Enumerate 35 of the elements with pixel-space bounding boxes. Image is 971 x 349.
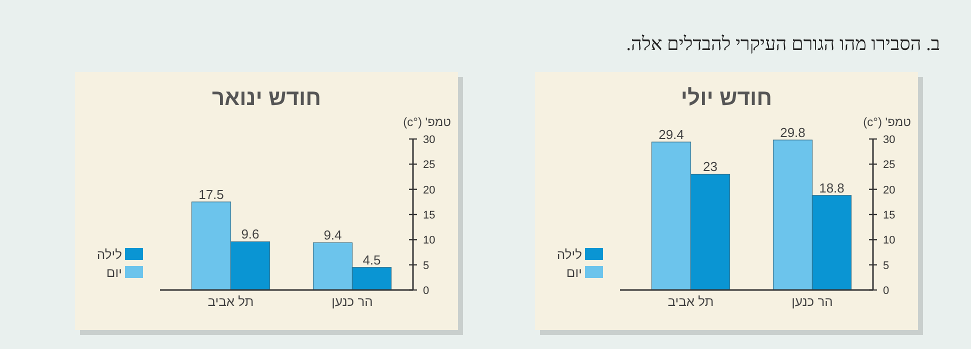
legend-label: יום	[566, 265, 582, 280]
text: ב. הסבירו מהו הגורם העיקרי להבדלים אלה.	[626, 34, 940, 55]
data-label: 17.5	[198, 186, 224, 202]
legend-label: יום	[106, 265, 122, 280]
legend-label: לילה	[96, 247, 122, 262]
y-tick-label: 30	[423, 134, 436, 146]
x-tick-label: תל אביב	[208, 294, 254, 309]
y-tick-label: 20	[883, 184, 896, 196]
x-tick-label: הר כנען	[792, 294, 833, 309]
y-tick-label: 15	[423, 210, 436, 222]
y-tick-label: 25	[423, 159, 436, 172]
y-tick-label: 0	[883, 285, 890, 297]
y-tick-label: 0	[423, 285, 430, 297]
y-tick-label: 5	[883, 260, 890, 272]
chart-title: חודש ינואר	[212, 85, 322, 110]
data-label: 29.8	[780, 125, 806, 140]
data-label: 9.6	[241, 226, 260, 242]
data-label: 18.8	[819, 180, 844, 196]
x-tick-label: הר כנען	[332, 294, 373, 309]
y-tick-label: 5	[423, 260, 430, 272]
legend-label: לילה	[556, 247, 582, 262]
data-label: 23	[703, 159, 718, 174]
y-tick-label: 15	[883, 210, 896, 222]
y-axis-title: טמפ' (°c)	[403, 115, 452, 129]
data-label: 29.4	[658, 127, 684, 142]
chart-title: חודש יולי	[680, 85, 772, 110]
y-tick-label: 20	[423, 184, 436, 196]
y-tick-label: 10	[423, 234, 436, 247]
y-tick-label: 30	[883, 134, 896, 146]
y-axis-title: טמפ' (°c)	[863, 115, 912, 129]
data-label: 4.5	[362, 252, 381, 268]
y-tick-label: 25	[883, 159, 896, 172]
y-tick-label: 10	[883, 234, 896, 247]
x-tick-label: תל אביב	[668, 294, 714, 309]
data-label: 9.4	[324, 228, 342, 243]
